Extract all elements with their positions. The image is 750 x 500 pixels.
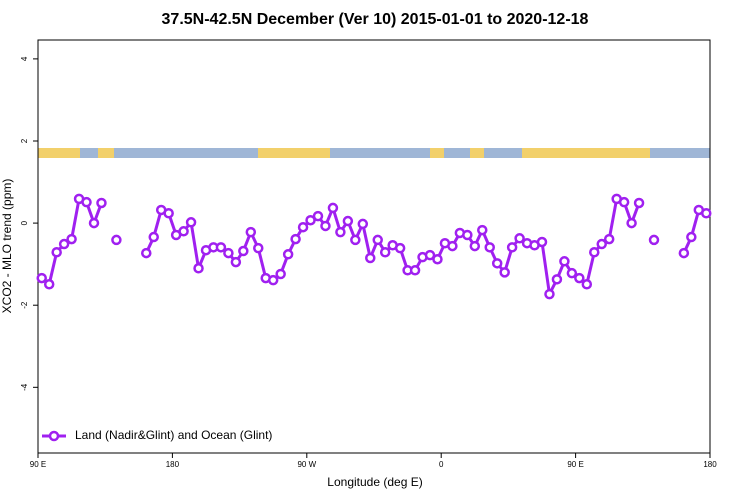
data-point	[409, 265, 421, 276]
data-point	[514, 233, 525, 244]
y-tick-label: -4	[20, 383, 29, 391]
land-band	[522, 148, 650, 158]
data-point	[335, 226, 346, 238]
data-point	[312, 210, 324, 222]
data-point	[141, 247, 152, 259]
data-point	[290, 233, 301, 245]
x-axis-label: Longitude (deg E)	[327, 475, 422, 489]
data-point	[58, 238, 70, 250]
data-point	[544, 288, 555, 300]
data-point	[230, 256, 242, 268]
data-point	[320, 220, 331, 232]
data-point	[559, 256, 570, 267]
data-point	[51, 246, 62, 258]
data-point	[701, 207, 712, 219]
data-point	[350, 234, 361, 246]
x-tick-label: 0	[439, 460, 444, 469]
data-point	[275, 268, 286, 280]
data-point	[566, 267, 578, 279]
data-point	[43, 279, 55, 290]
data-point	[365, 252, 376, 264]
data-point	[36, 272, 47, 284]
data-point	[633, 197, 645, 209]
land-band	[258, 148, 330, 158]
data-point	[551, 274, 563, 285]
x-tick-label: 90 E	[30, 460, 46, 469]
data-line	[40, 196, 707, 300]
data-point	[432, 253, 443, 265]
data-point	[603, 233, 615, 245]
data-point	[574, 272, 585, 284]
data-point	[253, 242, 264, 254]
y-tick-label: 2	[20, 138, 29, 143]
data-point	[185, 217, 197, 228]
y-axis-label: XCO2 - MLO trend (ppm)	[0, 179, 14, 314]
data-point	[342, 215, 354, 227]
data-point	[245, 226, 257, 238]
data-point	[484, 242, 495, 253]
data-point	[163, 207, 174, 219]
data-point	[148, 231, 159, 243]
data-point	[581, 279, 593, 290]
data-point	[178, 226, 189, 237]
data-point	[267, 274, 279, 286]
x-tick-label: 90 W	[297, 460, 316, 469]
y-tick-label: 0	[20, 220, 29, 225]
data-point	[596, 238, 607, 250]
data-point	[618, 196, 630, 208]
data-point	[462, 229, 473, 241]
data-point	[327, 202, 339, 214]
data-point	[297, 221, 309, 233]
land-band	[430, 148, 444, 158]
data-point	[424, 249, 436, 261]
data-point	[81, 196, 92, 208]
data-point	[111, 234, 122, 246]
data-point	[372, 234, 383, 246]
chart-title: 37.5N-42.5N December (Ver 10) 2015-01-01…	[162, 11, 589, 28]
data-point	[238, 245, 249, 257]
data-point	[193, 263, 204, 274]
ocean-band	[38, 148, 710, 158]
data-point	[215, 242, 227, 253]
data-point	[491, 258, 503, 269]
y-tick-label: 4	[20, 56, 29, 61]
x-tick-label: 90 E	[567, 460, 583, 469]
data-point	[536, 236, 548, 248]
data-point	[379, 246, 391, 258]
data-point	[96, 197, 107, 209]
data-point	[357, 218, 369, 230]
data-point	[469, 240, 481, 252]
land-band	[98, 148, 114, 158]
y-tick-label: -2	[20, 301, 29, 309]
data-point	[648, 234, 660, 246]
data-point	[678, 247, 690, 259]
data-point	[499, 267, 510, 278]
data-point	[447, 240, 458, 252]
x-tick-label: 180	[166, 460, 180, 469]
data-point	[686, 231, 697, 243]
data-point	[305, 214, 316, 226]
land-ocean-band	[38, 148, 710, 158]
land-band	[38, 148, 80, 158]
data-point	[66, 233, 77, 245]
data-point	[223, 247, 234, 259]
legend-label: Land (Nadir&Glint) and Ocean (Glint)	[75, 428, 272, 442]
land-band	[470, 148, 484, 158]
data-point	[589, 246, 600, 258]
data-point	[394, 242, 406, 254]
data-point	[477, 224, 488, 236]
legend-marker	[48, 430, 60, 442]
plot-frame	[37, 39, 711, 454]
data-point	[88, 217, 100, 229]
data-point	[626, 217, 637, 229]
data-point	[506, 242, 518, 253]
x-tick-label: 180	[703, 460, 717, 469]
data-point	[282, 249, 294, 260]
